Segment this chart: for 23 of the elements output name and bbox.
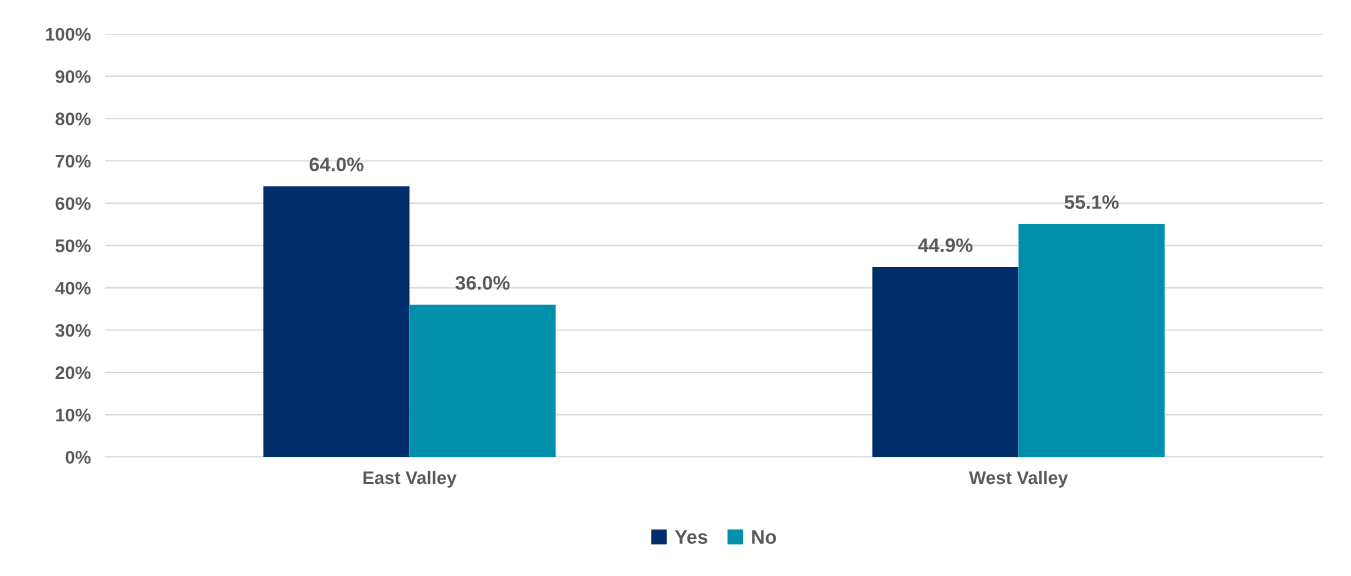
x-tick-label: East Valley bbox=[363, 470, 457, 488]
y-tick-label: 50% bbox=[55, 239, 91, 253]
y-tick-label: 20% bbox=[55, 366, 91, 380]
y-tick-label: 40% bbox=[55, 281, 91, 295]
y-tick-label: 100% bbox=[46, 27, 91, 41]
y-tick-label: 0% bbox=[65, 450, 91, 464]
y-tick-label: 60% bbox=[55, 197, 91, 210]
data-label: 36.0% bbox=[455, 276, 510, 290]
bar bbox=[409, 304, 556, 457]
y-tick-label: 70% bbox=[55, 154, 91, 168]
y-tick-label: 90% bbox=[55, 70, 91, 84]
y-tick-label: 30% bbox=[55, 324, 91, 337]
data-label: 64.0% bbox=[309, 157, 364, 172]
data-label: 55.1% bbox=[1064, 195, 1119, 209]
legend-label: No bbox=[752, 530, 777, 544]
y-tick-label: 10% bbox=[56, 408, 91, 422]
bar bbox=[263, 186, 410, 457]
x-tick-label: West Valley bbox=[969, 470, 1068, 488]
legend-label: Yes bbox=[674, 530, 708, 544]
y-tick-label: 80% bbox=[55, 112, 91, 126]
data-label: 44.9% bbox=[918, 238, 973, 253]
bar bbox=[872, 267, 1019, 457]
bar bbox=[1018, 223, 1165, 457]
